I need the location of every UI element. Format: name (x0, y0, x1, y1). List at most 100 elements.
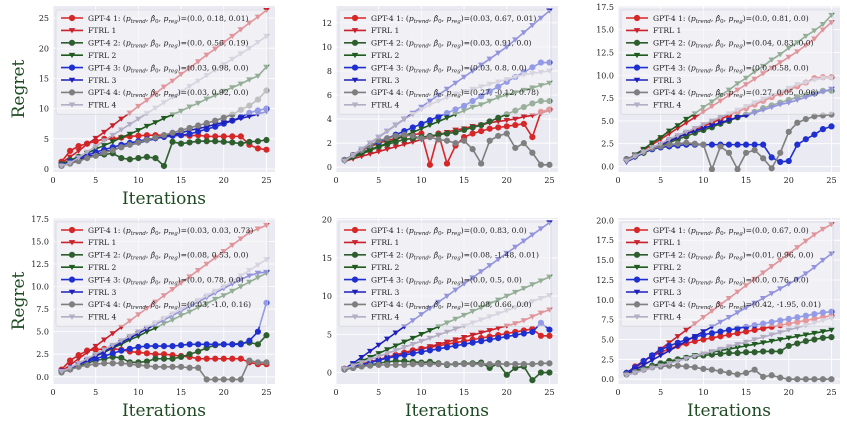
data-point (186, 341, 193, 348)
data-point (126, 122, 134, 128)
data-point (358, 146, 365, 153)
data-point (195, 355, 202, 362)
legend-swatch-marker (351, 14, 359, 22)
data-point (512, 116, 519, 122)
data-point (520, 140, 527, 147)
data-point (725, 149, 733, 156)
legend-swatch-marker (68, 226, 76, 234)
data-point (623, 372, 630, 379)
data-point (785, 342, 792, 349)
data-point (177, 140, 185, 147)
legend-swatch-marker (68, 28, 76, 34)
data-point (648, 145, 656, 151)
y-tick-label: 20.0 (596, 216, 614, 225)
legend-swatch-marker (351, 314, 359, 320)
x-tick-label: 25 (826, 388, 836, 397)
panel-5: 0 5 10 15 20 25 0 5 10 15 20 Iterations GPT-4 1: (pt… (322, 216, 558, 421)
data-point (503, 361, 510, 368)
legend-swatch-marker (633, 314, 641, 320)
data-point (640, 149, 647, 155)
data-point (700, 329, 707, 335)
x-tick-label: 0 (333, 388, 338, 397)
data-point (100, 138, 108, 144)
data-point (742, 141, 750, 148)
data-point (768, 338, 775, 345)
data-point (212, 341, 219, 348)
data-point (742, 149, 750, 156)
data-point (811, 376, 818, 383)
x-tick-label: 0 (615, 388, 620, 397)
data-point (203, 341, 210, 348)
data-point (785, 128, 792, 135)
x-tick-label: 0 (333, 176, 338, 185)
data-point (169, 138, 176, 145)
data-point (118, 127, 125, 133)
legend-entry: GPT-4 2: (ptrend, β̂0, preg)=(0.03, 0.91… (371, 39, 532, 50)
legend: GPT-4 1: (ptrend, β̂0, preg)=(0.0, 0.81,… (620, 9, 834, 115)
legend-entry: GPT-4 4: (ptrend, β̂0, preg)=(0.27, 0.05… (653, 88, 818, 99)
legend-swatch-marker (351, 251, 359, 258)
data-point (486, 125, 493, 132)
data-point (126, 333, 134, 340)
data-point (742, 339, 750, 345)
legend-entry: FTRL 1 (371, 238, 399, 247)
data-point (135, 343, 142, 351)
data-point (794, 325, 801, 331)
data-point (802, 332, 810, 338)
data-point (734, 114, 741, 121)
data-point (409, 335, 417, 342)
x-tick-label: 15 (459, 176, 469, 185)
data-point (109, 139, 117, 145)
data-point (640, 362, 647, 368)
data-point (195, 138, 202, 145)
y-tick-label: 0.0 (601, 163, 614, 172)
data-point (126, 361, 133, 368)
data-point (401, 116, 408, 122)
data-point (725, 369, 733, 376)
data-point (426, 361, 434, 368)
data-point (495, 335, 502, 342)
data-point (118, 144, 125, 151)
data-point (109, 331, 117, 337)
data-point (100, 143, 108, 149)
data-point (392, 361, 399, 368)
data-point (665, 128, 673, 134)
data-point (700, 122, 707, 128)
legend-entry: FTRL 4 (653, 313, 682, 322)
data-point (401, 351, 408, 359)
data-point (452, 129, 459, 136)
x-tick-label: 25 (261, 388, 271, 397)
legend-box (55, 221, 269, 327)
data-point (135, 155, 142, 162)
data-point (546, 369, 553, 376)
data-point (811, 336, 818, 343)
data-point (143, 153, 151, 161)
data-point (118, 360, 125, 367)
data-point (443, 344, 451, 351)
legend-entry: GPT-4 4: (ptrend, β̂0, preg)=(0.03, -1.0… (88, 300, 251, 311)
y-tick-label: 10 (322, 43, 332, 52)
data-point (751, 366, 758, 373)
data-point (777, 348, 784, 355)
data-point (717, 120, 724, 126)
data-point (751, 337, 758, 343)
data-point (109, 350, 116, 357)
data-point (460, 341, 468, 348)
legend-swatch-marker (68, 289, 76, 295)
data-point (717, 368, 724, 375)
legend-swatch-marker (633, 301, 641, 308)
y-tick-label: 2.5 (601, 140, 614, 149)
x-tick-label: 25 (261, 176, 271, 185)
data-point (375, 361, 382, 368)
data-point (375, 351, 382, 357)
y-tick-label: 20 (322, 216, 332, 225)
data-point (126, 156, 133, 163)
data-point (84, 361, 91, 369)
data-point (537, 161, 545, 168)
y-tick-label: 12 (322, 19, 332, 28)
data-point (263, 146, 270, 153)
x-tick-label: 10 (133, 388, 143, 397)
data-point (648, 365, 656, 372)
y-tick-label: 10 (39, 105, 49, 114)
data-point (92, 152, 99, 159)
